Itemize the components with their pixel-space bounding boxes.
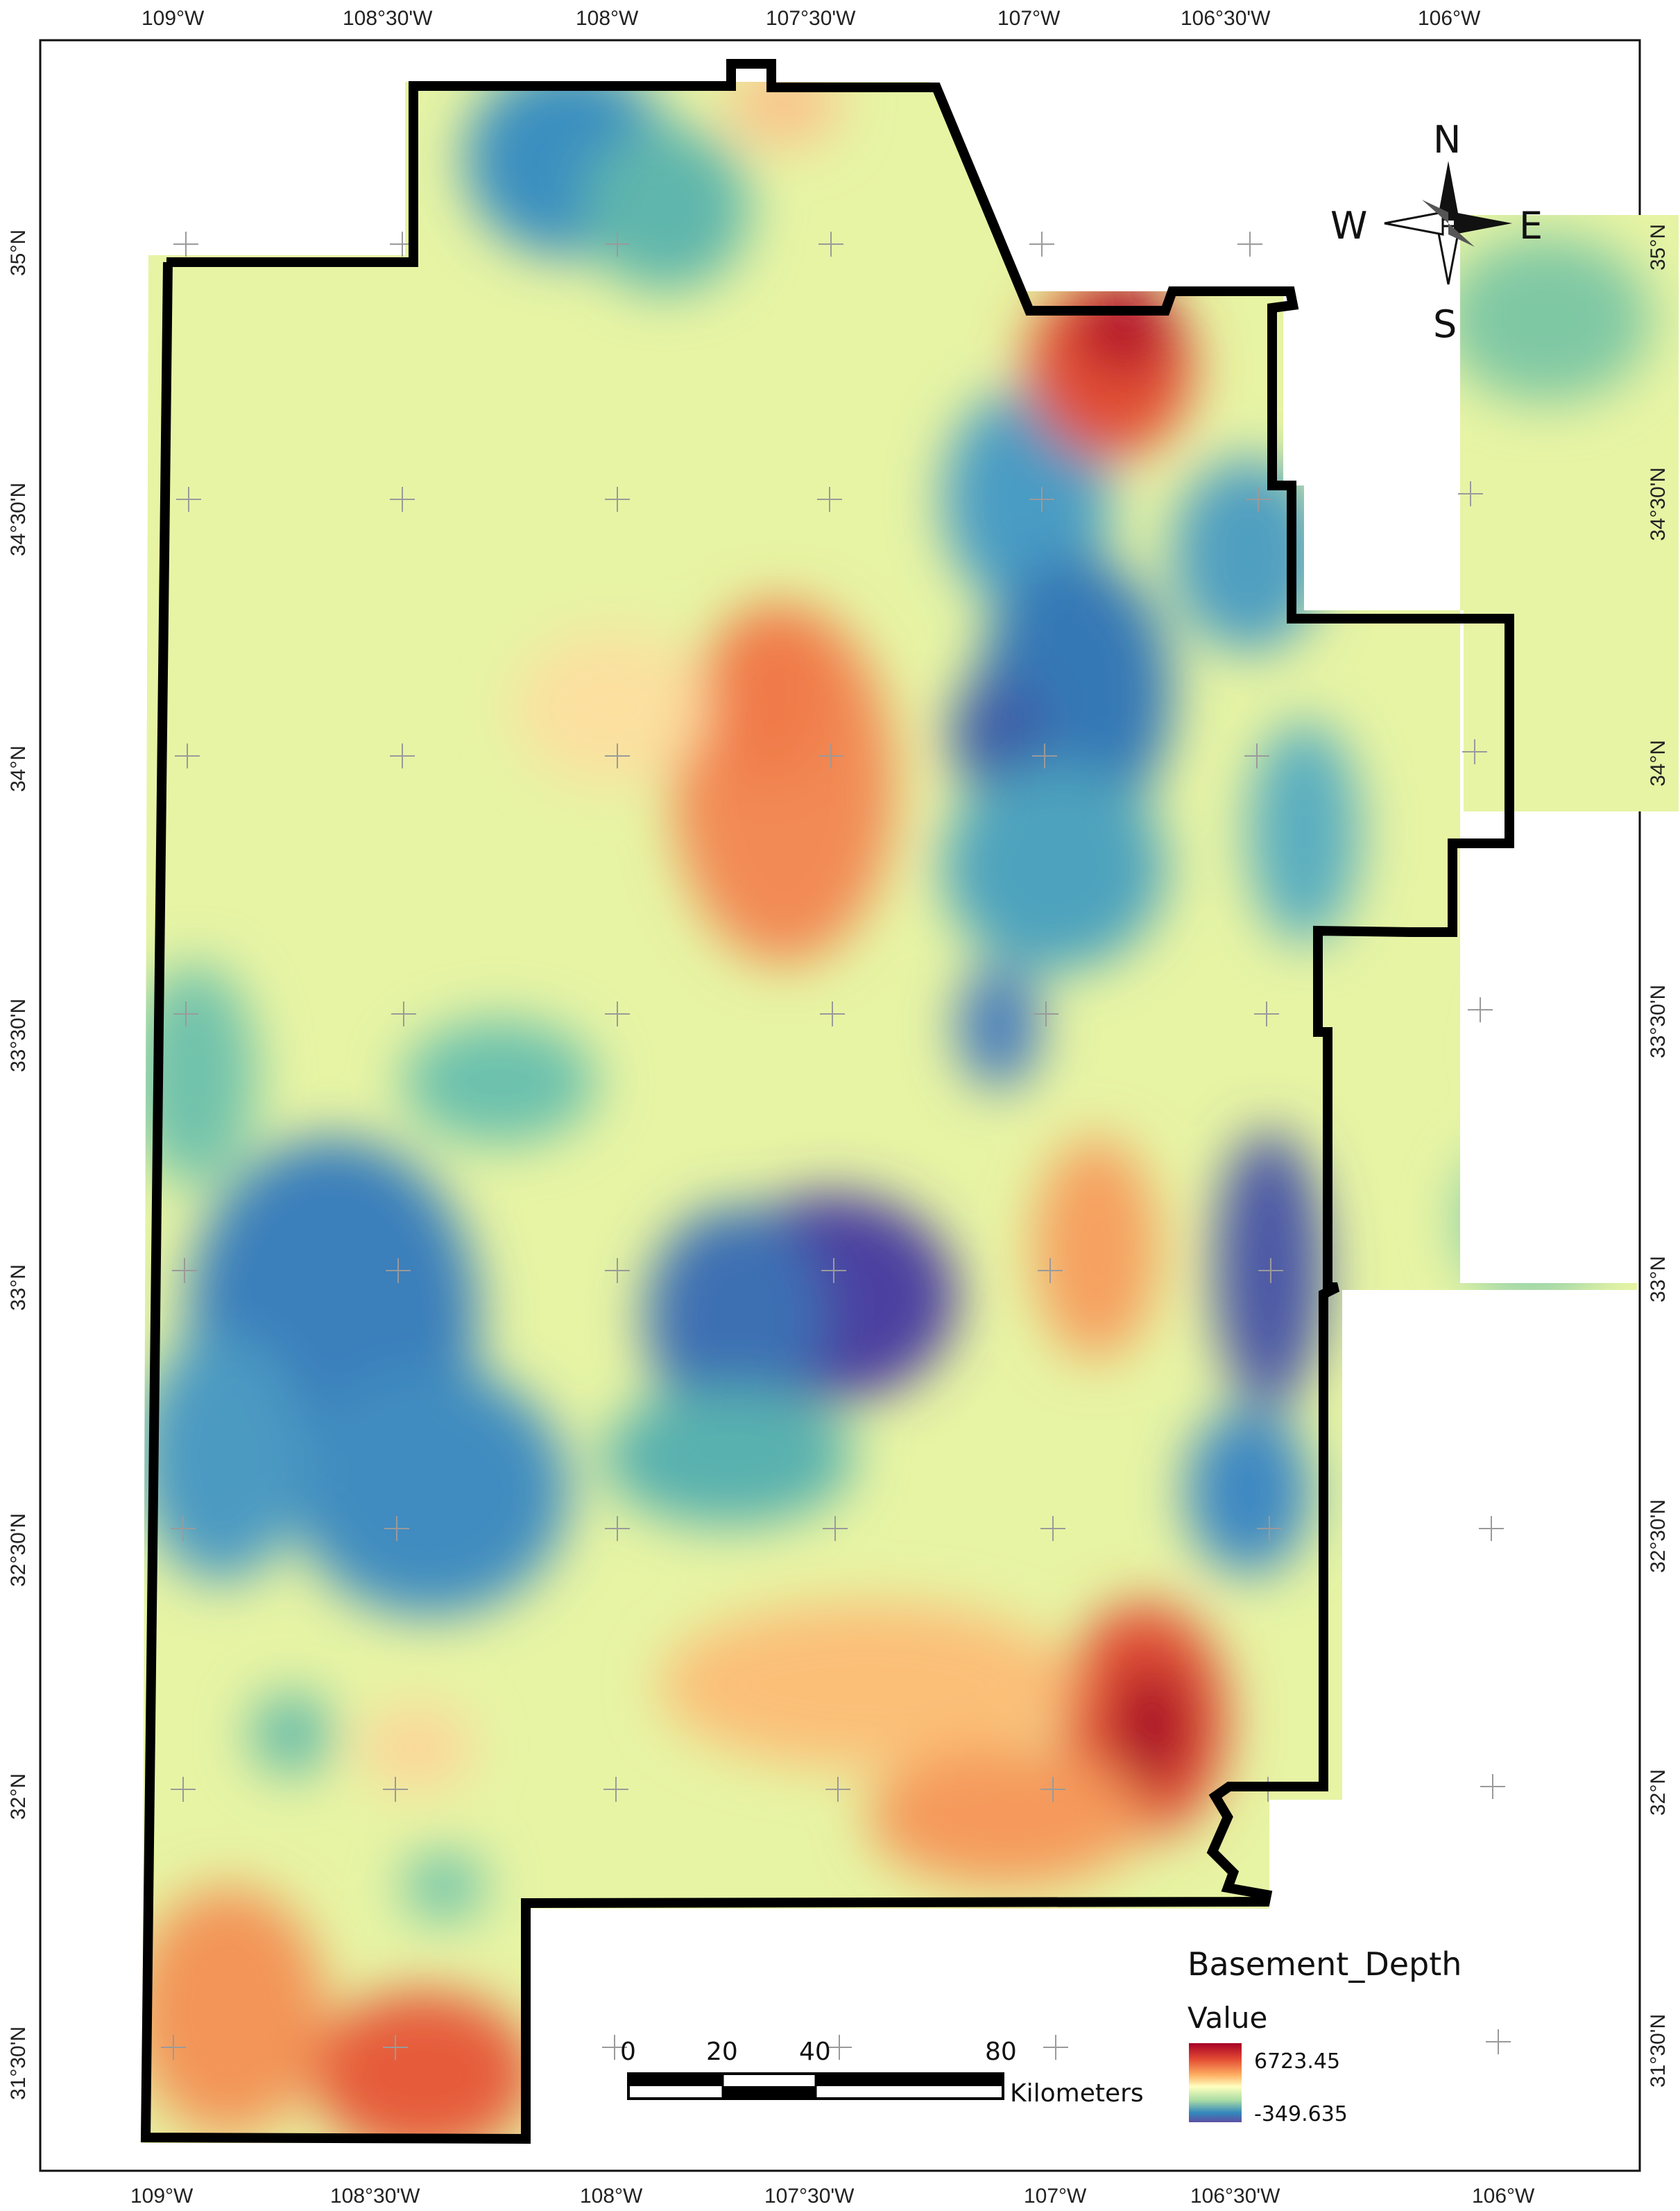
left-lat-label: 35°N xyxy=(7,230,30,276)
bottom-lon-label: 107°W xyxy=(1024,2185,1087,2208)
legend-low-value: -349.635 xyxy=(1254,2102,1348,2126)
bottom-lon-label: 108°30'W xyxy=(330,2185,420,2208)
right-lat-label: 34°30'N xyxy=(1647,467,1670,541)
north-arrow-icon: N S W E xyxy=(1330,118,1543,346)
compass-west-letter: W xyxy=(1330,204,1367,248)
right-lat-label: 31°30'N xyxy=(1647,2014,1670,2088)
bottom-longitude-labels: 109°W 108°30'W 108°W 107°30'W 107°W 106°… xyxy=(130,2185,1535,2208)
compass-north-letter: N xyxy=(1433,118,1461,162)
top-lon-label: 107°W xyxy=(997,7,1061,30)
compass-south-letter: S xyxy=(1433,302,1457,346)
scale-tick-label: 40 xyxy=(799,2038,831,2066)
legend-title: Basement_Depth xyxy=(1188,1945,1462,1983)
right-lat-label: 33°30'N xyxy=(1647,985,1670,1058)
right-lat-label: 32°N xyxy=(1647,1769,1670,1816)
top-lon-label: 108°30'W xyxy=(343,7,433,30)
top-lon-label: 109°W xyxy=(142,7,205,30)
scale-tick-label: 80 xyxy=(985,2038,1017,2066)
map-frame xyxy=(39,39,1641,2172)
left-lat-label: 34°N xyxy=(7,746,30,792)
scale-units: Kilometers xyxy=(1010,2079,1144,2108)
scale-tick-label: 20 xyxy=(706,2038,738,2066)
right-lat-label: 32°30'N xyxy=(1647,1499,1670,1573)
graticule-crosses xyxy=(161,232,1511,2060)
left-lat-label: 34°30'N xyxy=(7,483,30,556)
legend-high-value: 6723.45 xyxy=(1254,2049,1340,2074)
top-longitude-labels: 109°W 108°30'W 108°W 107°30'W 107°W 106°… xyxy=(142,7,1481,30)
left-latitude-labels: 35°N 34°30'N 34°N 33°30'N 33°N 32°30'N 3… xyxy=(7,230,30,2100)
right-latitude-labels: 35°N 34°30'N 34°N 33°30'N 33°N 32°30'N 3… xyxy=(1647,224,1670,2088)
bottom-lon-label: 107°30'W xyxy=(764,2185,855,2208)
left-lat-label: 33°30'N xyxy=(7,999,30,1072)
top-lon-label: 108°W xyxy=(576,7,639,30)
top-lon-label: 107°30'W xyxy=(766,7,856,30)
bottom-lon-label: 108°W xyxy=(580,2185,643,2208)
legend-color-ramp xyxy=(1189,2043,1242,2122)
basement-depth-raster xyxy=(142,82,1679,2143)
left-lat-label: 32°N xyxy=(7,1773,30,1820)
legend-subtitle: Value xyxy=(1188,2001,1267,2035)
right-lat-label: 33°N xyxy=(1647,1256,1670,1302)
scale-tick-label: 0 xyxy=(620,2038,636,2066)
compass-east-letter: E xyxy=(1519,204,1543,248)
left-lat-label: 31°30'N xyxy=(7,2027,30,2100)
right-lat-label: 34°N xyxy=(1647,740,1670,786)
bottom-lon-label: 106°30'W xyxy=(1190,2185,1280,2208)
top-lon-label: 106°30'W xyxy=(1181,7,1271,30)
left-lat-label: 33°N xyxy=(7,1264,30,1311)
bottom-lon-label: 109°W xyxy=(130,2185,194,2208)
right-lat-label: 35°N xyxy=(1647,224,1670,270)
scale-bar: 0 20 40 80 Kilometers xyxy=(620,2038,1144,2108)
study-area-boundary xyxy=(140,59,1514,2144)
legend: Basement_Depth Value 6723.45 -349.635 xyxy=(1188,1945,1462,2126)
left-lat-label: 32°30'N xyxy=(7,1513,30,1587)
top-lon-label: 106°W xyxy=(1418,7,1481,30)
bottom-lon-label: 106°W xyxy=(1472,2185,1535,2208)
